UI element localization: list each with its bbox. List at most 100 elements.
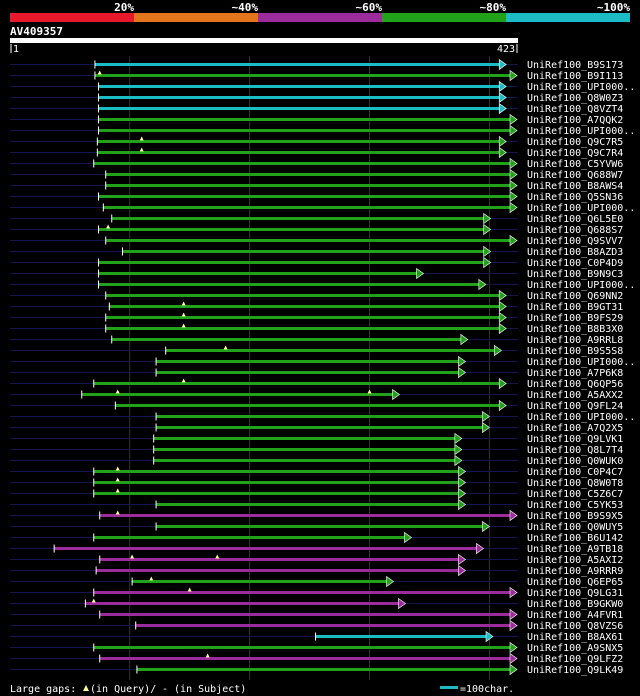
hit-row[interactable]: UniRef100_Q8L7T4	[10, 443, 623, 457]
hit-label[interactable]: UniRef100_Q9C7R5	[527, 137, 623, 148]
hit-row[interactable]: UniRef100_A9RRR9	[10, 564, 623, 578]
hit-bar[interactable]	[93, 470, 460, 473]
hit-row[interactable]: UniRef100_C0P4D9	[10, 256, 623, 270]
hit-bar[interactable]	[93, 646, 512, 649]
hit-row[interactable]: UniRef100_B8AWS4	[10, 179, 623, 193]
hit-row[interactable]: UniRef100_B9N9C3	[10, 267, 623, 281]
hit-label[interactable]: UniRef100_Q9SVV7	[527, 236, 623, 247]
hit-label[interactable]: UniRef100_UPI000..	[527, 280, 635, 291]
hit-label[interactable]: UniRef100_Q6QP56	[527, 379, 623, 390]
hit-label[interactable]: UniRef100_A5AXX2	[527, 390, 623, 401]
hit-bar[interactable]	[111, 217, 485, 220]
hit-label[interactable]: UniRef100_A4FVR1	[527, 610, 623, 621]
hit-label[interactable]: UniRef100_B8AWS4	[527, 181, 623, 192]
hit-row[interactable]: UniRef100_A9SNX5	[10, 641, 623, 655]
hit-row[interactable]: UniRef100_UPI000..	[10, 355, 635, 369]
hit-bar[interactable]	[156, 415, 484, 418]
hit-label[interactable]: UniRef100_Q688W7	[527, 170, 623, 181]
hit-row[interactable]: UniRef100_Q6QP56	[10, 377, 623, 391]
hit-row[interactable]: UniRef100_Q9LK49	[10, 663, 623, 677]
hit-row[interactable]: UniRef100_UPI000..	[10, 80, 635, 94]
hit-row[interactable]: UniRef100_B9GKW0	[10, 597, 623, 611]
hit-row[interactable]: UniRef100_Q9LVK1	[10, 432, 623, 446]
hit-row[interactable]: UniRef100_Q8W0Z3	[10, 91, 623, 105]
hit-row[interactable]: UniRef100_B9S5S8	[10, 344, 623, 358]
hit-bar[interactable]	[153, 437, 456, 440]
hit-row[interactable]: UniRef100_B9S9X5	[10, 509, 623, 523]
hit-row[interactable]: UniRef100_A5AXI2	[10, 553, 623, 567]
hit-row[interactable]: UniRef100_Q688W7	[10, 168, 623, 182]
hit-row[interactable]: UniRef100_A9RRL8	[10, 333, 623, 347]
hit-label[interactable]: UniRef100_A9TB18	[527, 544, 623, 555]
hit-row[interactable]: UniRef100_Q8VZT4	[10, 102, 623, 116]
hit-bar[interactable]	[156, 426, 484, 429]
hit-bar[interactable]	[98, 283, 480, 286]
hit-bar[interactable]	[315, 635, 488, 638]
hit-label[interactable]: UniRef100_A5AXI2	[527, 555, 623, 566]
hit-row[interactable]: UniRef100_Q6EP65	[10, 575, 623, 589]
hit-label[interactable]: UniRef100_A9SNX5	[527, 643, 623, 654]
hit-bar[interactable]	[105, 173, 511, 176]
hit-bar[interactable]	[98, 129, 511, 132]
hit-bar[interactable]	[99, 514, 511, 517]
hit-bar[interactable]	[156, 360, 460, 363]
hit-label[interactable]: UniRef100_A9RRL8	[527, 335, 623, 346]
hit-bar[interactable]	[156, 525, 484, 528]
hit-bar[interactable]	[109, 305, 501, 308]
hit-bar[interactable]	[81, 393, 394, 396]
hit-bar[interactable]	[94, 63, 501, 66]
hit-label[interactable]: UniRef100_B9GKW0	[527, 599, 623, 610]
hit-label[interactable]: UniRef100_Q8W0T8	[527, 478, 623, 489]
hit-bar[interactable]	[93, 382, 501, 385]
hit-label[interactable]: UniRef100_UPI000..	[527, 412, 635, 423]
hit-row[interactable]: UniRef100_B9GT31	[10, 300, 623, 314]
hit-label[interactable]: UniRef100_B8AZD3	[527, 247, 623, 258]
hit-label[interactable]: UniRef100_Q8VZT4	[527, 104, 623, 115]
hit-row[interactable]: UniRef100_B8AX61	[10, 630, 623, 644]
hit-label[interactable]: UniRef100_B9FS29	[527, 313, 623, 324]
hit-bar[interactable]	[99, 558, 460, 561]
hit-row[interactable]: UniRef100_C5YVW6	[10, 157, 623, 171]
hit-label[interactable]: UniRef100_B9GT31	[527, 302, 623, 313]
hit-label[interactable]: UniRef100_Q9LFZ2	[527, 654, 623, 665]
hit-label[interactable]: UniRef100_A7Q2X5	[527, 423, 623, 434]
hit-bar[interactable]	[105, 184, 511, 187]
hit-bar[interactable]	[85, 602, 400, 605]
hit-label[interactable]: UniRef100_A9RRR9	[527, 566, 623, 577]
hit-row[interactable]: UniRef100_Q9LG31	[10, 586, 623, 600]
hit-row[interactable]: UniRef100_A7P6K8	[10, 366, 623, 380]
hit-row[interactable]: UniRef100_UPI000..	[10, 278, 635, 292]
hit-row[interactable]: UniRef100_Q9C7R4	[10, 146, 623, 160]
hit-row[interactable]: UniRef100_C5YK53	[10, 498, 623, 512]
hit-bar[interactable]	[132, 580, 388, 583]
hit-bar[interactable]	[136, 668, 512, 671]
hit-label[interactable]: UniRef100_Q8W0Z3	[527, 93, 623, 104]
hit-bar[interactable]	[54, 547, 478, 550]
hit-bar[interactable]	[156, 503, 460, 506]
hit-row[interactable]: UniRef100_Q688S7	[10, 223, 623, 237]
hit-label[interactable]: UniRef100_A7QQK2	[527, 115, 623, 126]
hit-label[interactable]: UniRef100_Q0WUY5	[527, 522, 623, 533]
hit-bar[interactable]	[105, 239, 511, 242]
hit-row[interactable]: UniRef100_Q6L5E0	[10, 212, 623, 226]
hit-label[interactable]: UniRef100_Q9LK49	[527, 665, 623, 676]
hit-bar[interactable]	[99, 613, 511, 616]
hit-bar[interactable]	[94, 74, 511, 77]
hit-bar[interactable]	[98, 228, 485, 231]
hit-bar[interactable]	[93, 492, 460, 495]
hit-label[interactable]: UniRef100_B9S9X5	[527, 511, 623, 522]
hit-bar[interactable]	[98, 195, 511, 198]
hit-bar[interactable]	[98, 261, 485, 264]
hit-row[interactable]: UniRef100_Q9SVV7	[10, 234, 623, 248]
hit-row[interactable]: UniRef100_B9I113	[10, 69, 623, 83]
hit-label[interactable]: UniRef100_Q9C7R4	[527, 148, 623, 159]
hit-row[interactable]: UniRef100_Q0WUY5	[10, 520, 623, 534]
hit-label[interactable]: UniRef100_B6U142	[527, 533, 623, 544]
hit-label[interactable]: UniRef100_C5YK53	[527, 500, 623, 511]
hit-label[interactable]: UniRef100_A7P6K8	[527, 368, 623, 379]
hit-row[interactable]: UniRef100_A4FVR1	[10, 608, 623, 622]
hit-row[interactable]: UniRef100_B6U142	[10, 531, 623, 545]
hit-bar[interactable]	[105, 294, 501, 297]
hit-label[interactable]: UniRef100_Q0WUK0	[527, 456, 623, 467]
hit-row[interactable]: UniRef100_Q5SN36	[10, 190, 623, 204]
